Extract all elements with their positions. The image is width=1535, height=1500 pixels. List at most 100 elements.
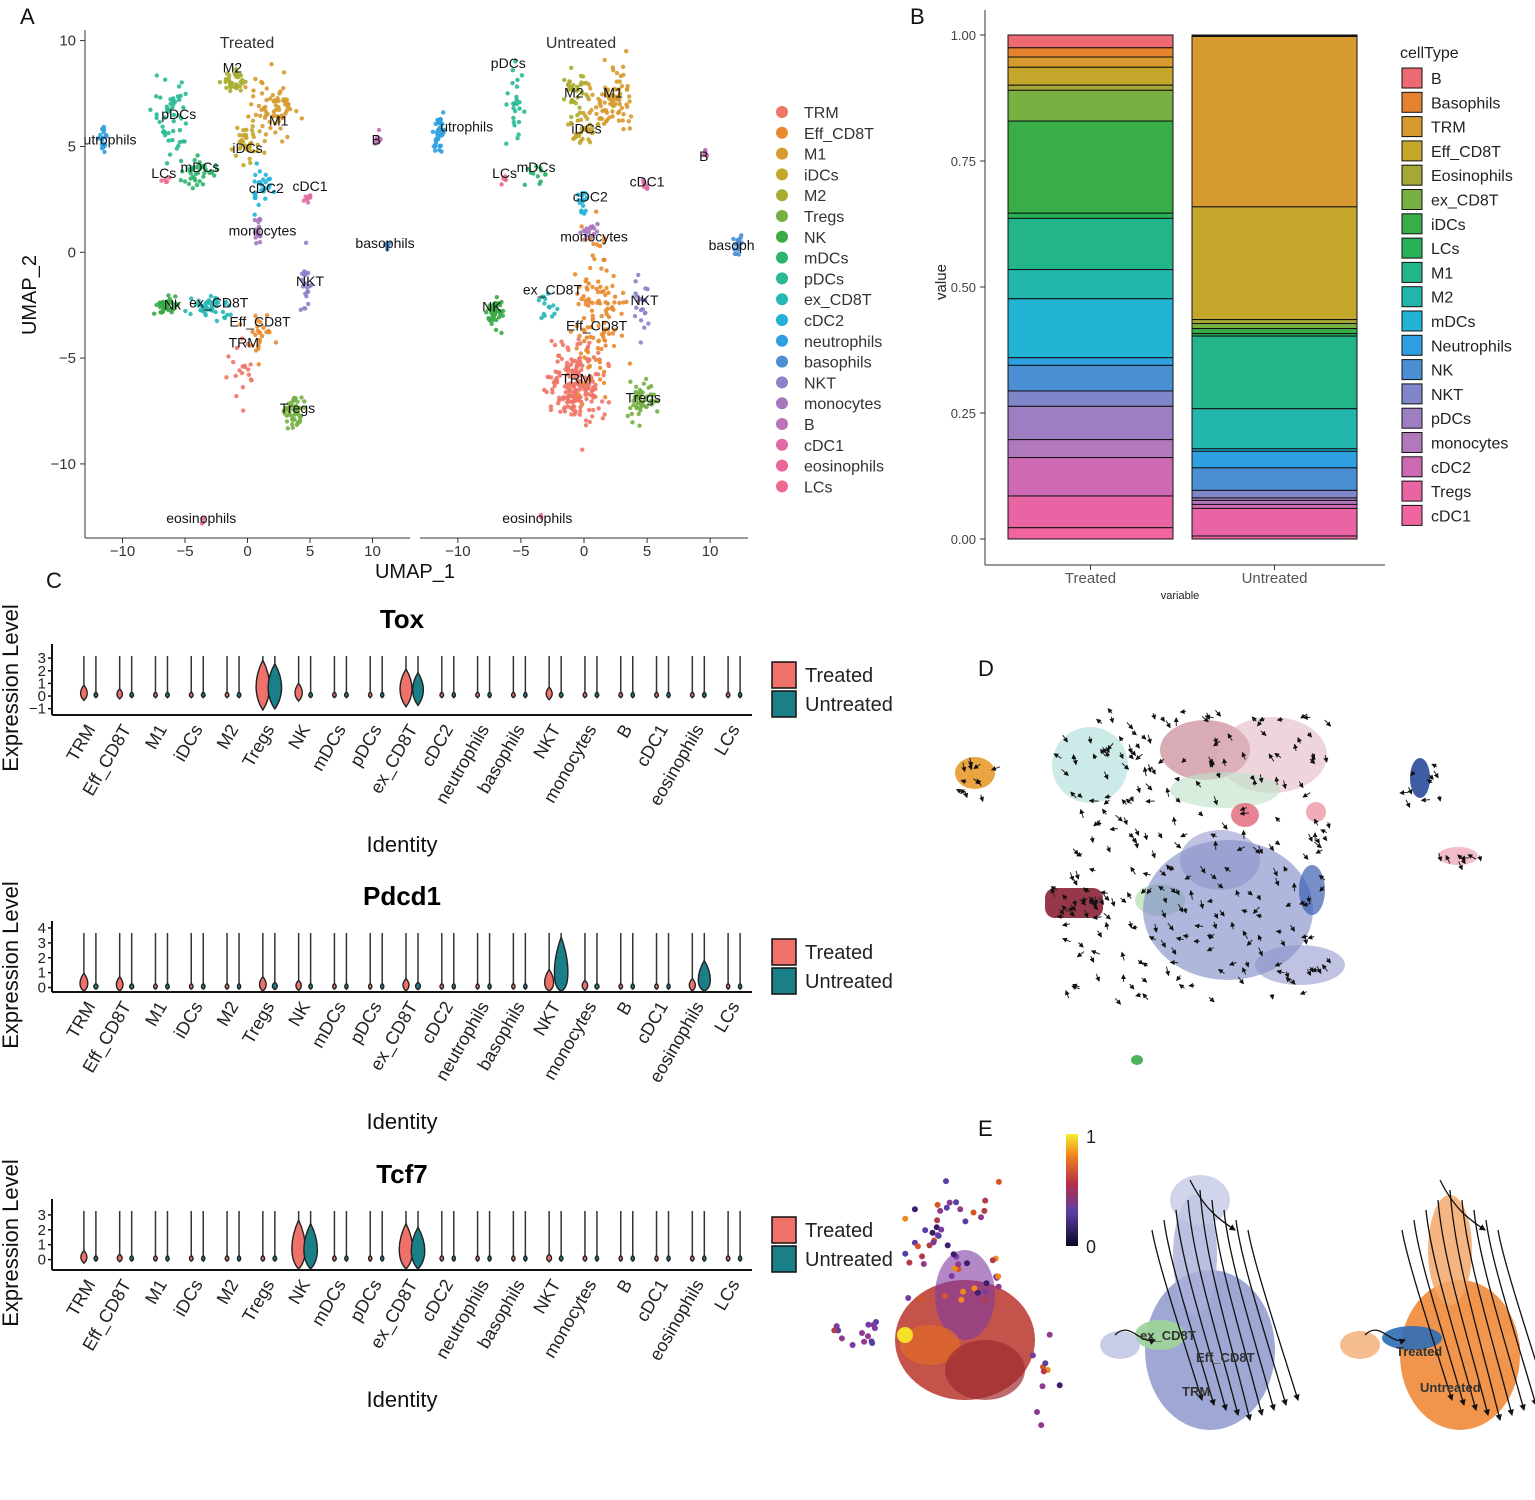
velocity-arrow bbox=[1325, 821, 1331, 829]
velocity-arrow bbox=[1195, 780, 1202, 788]
umap-point bbox=[273, 130, 278, 135]
violin-shape bbox=[308, 691, 314, 699]
umap-point bbox=[736, 237, 742, 242]
velocity-arrow bbox=[1246, 939, 1253, 947]
velocity-arrow bbox=[1120, 951, 1126, 961]
velocity-arrow bbox=[1136, 785, 1141, 794]
violin-shape bbox=[291, 1218, 307, 1271]
umap-point bbox=[626, 119, 631, 124]
umap-point bbox=[593, 371, 598, 377]
pseudotime-point bbox=[930, 1239, 937, 1246]
violin-shape bbox=[129, 1254, 135, 1263]
velocity-arrow bbox=[1125, 798, 1132, 805]
umap-point bbox=[602, 257, 607, 262]
bar-segment bbox=[1007, 212, 1174, 219]
umap-point bbox=[253, 112, 259, 118]
violin-shape bbox=[618, 691, 624, 699]
umap-point bbox=[222, 315, 227, 320]
umap-point bbox=[226, 76, 231, 82]
violin-shape bbox=[582, 1254, 588, 1263]
pseudotime-point bbox=[948, 1273, 955, 1279]
velocity-arrow bbox=[1078, 942, 1084, 948]
velocity-arrow bbox=[1314, 841, 1322, 849]
velocity-arrow bbox=[1121, 762, 1130, 770]
umap-point bbox=[573, 101, 579, 106]
stream-line bbox=[1364, 1329, 1407, 1345]
umap-legend-dot bbox=[776, 376, 788, 389]
violin-shape bbox=[79, 971, 89, 992]
violin-xtick-label: NK bbox=[284, 721, 314, 753]
umap-xtick-label: 10 bbox=[364, 543, 381, 560]
violin-xtick-label: NKT bbox=[529, 1276, 564, 1317]
pseudotime-point bbox=[933, 1224, 940, 1231]
bar-segment bbox=[1007, 269, 1174, 300]
umap-point bbox=[260, 80, 265, 86]
umap-point bbox=[257, 169, 262, 174]
bar-legend-key bbox=[1401, 334, 1423, 356]
umap-point bbox=[268, 96, 273, 101]
umap-legend-label: Tregs bbox=[804, 209, 844, 226]
violin-shape bbox=[666, 1254, 671, 1263]
violin-ytick-label: 2 bbox=[38, 663, 46, 680]
velocity-arrow bbox=[1227, 733, 1233, 741]
umap-point bbox=[602, 320, 607, 325]
velocity-arrow bbox=[1151, 766, 1156, 775]
bar-legend-key bbox=[1401, 407, 1423, 429]
umap-point bbox=[574, 346, 579, 351]
umap-point bbox=[375, 140, 381, 145]
bar-legend-key bbox=[1401, 359, 1423, 381]
umap-point bbox=[590, 130, 596, 135]
violin-shape bbox=[260, 1254, 266, 1263]
velocity-arrow bbox=[1247, 890, 1253, 896]
umap-point bbox=[238, 88, 243, 93]
velocity-arrow bbox=[1235, 889, 1241, 897]
bar-legend-key bbox=[1401, 213, 1423, 235]
umap-point bbox=[256, 180, 261, 185]
violin-shape bbox=[267, 662, 283, 711]
bar-legend-key bbox=[1401, 237, 1423, 259]
umap-point bbox=[245, 341, 250, 347]
velocity-arrow bbox=[1242, 967, 1247, 975]
velocity-arrow bbox=[1146, 734, 1152, 745]
umap-point bbox=[590, 313, 595, 318]
umap-point bbox=[596, 338, 601, 344]
umap-point bbox=[432, 148, 438, 153]
bar-ylabel: value bbox=[933, 264, 950, 300]
umap-point bbox=[290, 421, 295, 427]
violin-ytick-label: 0 bbox=[38, 1252, 46, 1269]
umap-point bbox=[545, 291, 551, 296]
violin-ylabel: Expression Level bbox=[0, 1159, 23, 1327]
umap-legend-label: iDCs bbox=[804, 167, 839, 184]
umap-point bbox=[228, 83, 233, 88]
velocity-arrow bbox=[1174, 889, 1180, 896]
bar-legend-label: mDCs bbox=[1431, 314, 1475, 331]
umap-point bbox=[261, 325, 266, 330]
violin-shape bbox=[93, 1254, 99, 1263]
umap-legend-label: M2 bbox=[804, 188, 826, 205]
umap-point bbox=[619, 105, 625, 111]
umap-point bbox=[603, 343, 608, 348]
umap-point bbox=[630, 420, 635, 425]
velocity-arrow bbox=[1176, 975, 1182, 982]
velocity-panel bbox=[955, 707, 1483, 1065]
pseudotime-point bbox=[970, 1209, 977, 1216]
umap-point bbox=[612, 86, 617, 92]
violin-xtick-label: M2 bbox=[213, 721, 243, 753]
velocity-arrow bbox=[1308, 833, 1313, 843]
violin-legend-key bbox=[771, 690, 797, 718]
umap-point bbox=[580, 447, 585, 452]
pseudotime-point bbox=[974, 1289, 981, 1296]
violin-ytick-label: −1 bbox=[29, 701, 46, 718]
colorbar-max: 1 bbox=[1086, 1127, 1096, 1147]
umap-point bbox=[278, 126, 283, 131]
violin-shape bbox=[331, 982, 337, 990]
velocity-arrow bbox=[1059, 908, 1065, 915]
umap-point bbox=[199, 521, 205, 526]
umap-point bbox=[591, 385, 596, 390]
umap-point bbox=[627, 126, 632, 131]
umap-point bbox=[604, 117, 610, 123]
violin-shape bbox=[630, 1254, 636, 1263]
velocity-arrow bbox=[1146, 887, 1152, 895]
umap-point bbox=[577, 355, 583, 361]
violin-shape bbox=[439, 1254, 445, 1263]
